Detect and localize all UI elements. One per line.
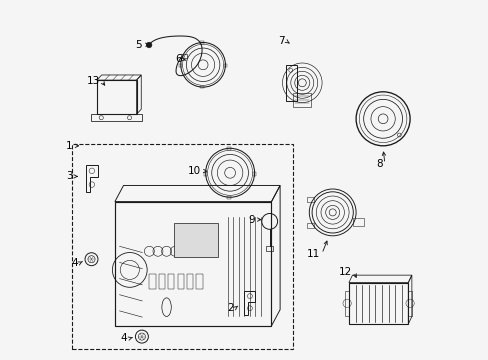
- Text: 12: 12: [338, 267, 351, 277]
- Bar: [306, 223, 313, 228]
- Text: 6: 6: [175, 54, 181, 64]
- Text: 5: 5: [135, 40, 142, 50]
- Bar: [181, 54, 186, 58]
- Text: 1: 1: [66, 141, 72, 151]
- Bar: [293, 93, 310, 107]
- Bar: [348, 283, 407, 324]
- Text: 4: 4: [71, 258, 78, 268]
- Bar: [253, 172, 256, 176]
- Bar: [159, 274, 164, 289]
- Text: 11: 11: [306, 249, 320, 259]
- Text: 7: 7: [278, 36, 284, 46]
- Bar: [200, 41, 203, 44]
- Text: 8: 8: [376, 159, 382, 169]
- Text: 4: 4: [121, 333, 127, 343]
- Bar: [186, 274, 193, 289]
- Text: 13: 13: [86, 76, 100, 86]
- Bar: [306, 197, 313, 202]
- Bar: [115, 202, 271, 326]
- Bar: [72, 144, 292, 349]
- Text: 3: 3: [66, 171, 72, 181]
- Bar: [174, 223, 218, 257]
- Bar: [91, 114, 142, 121]
- Text: 2: 2: [226, 303, 233, 313]
- Bar: [266, 246, 272, 251]
- Bar: [285, 65, 296, 100]
- Bar: [97, 80, 136, 114]
- Text: 9: 9: [247, 215, 254, 225]
- Bar: [227, 147, 231, 150]
- Bar: [200, 86, 203, 89]
- Text: 10: 10: [188, 166, 201, 176]
- Bar: [177, 274, 183, 289]
- Bar: [352, 218, 364, 226]
- Bar: [345, 291, 348, 316]
- Bar: [407, 291, 411, 316]
- Bar: [196, 274, 202, 289]
- Bar: [203, 172, 206, 176]
- Bar: [227, 196, 231, 199]
- Bar: [168, 274, 174, 289]
- Bar: [149, 274, 155, 289]
- Bar: [179, 64, 182, 67]
- Circle shape: [146, 42, 152, 48]
- Bar: [224, 64, 226, 67]
